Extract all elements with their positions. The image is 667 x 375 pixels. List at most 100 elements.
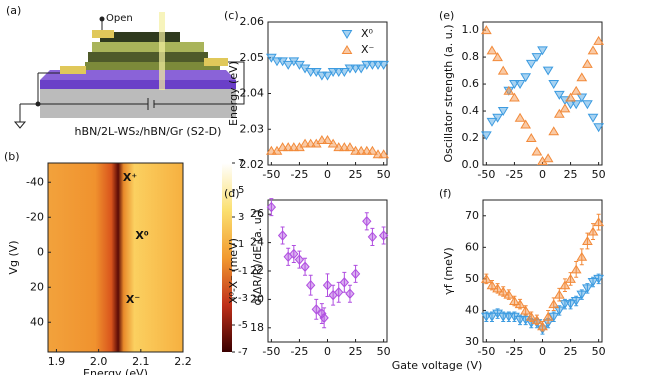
y-axis-label: γf (meV) bbox=[442, 247, 455, 294]
x-tick-label: 0 bbox=[539, 168, 546, 181]
marker bbox=[480, 273, 492, 283]
colorbar-tick-label: 1 bbox=[238, 239, 244, 250]
marker bbox=[531, 314, 543, 324]
y-tick-label: 0.6 bbox=[462, 77, 480, 90]
colorbar-tick-label: -3 bbox=[238, 293, 248, 304]
error-bar bbox=[381, 226, 386, 245]
marker bbox=[525, 133, 537, 143]
panel-label: (b) bbox=[4, 150, 20, 163]
oxide-layer bbox=[40, 80, 236, 89]
marker bbox=[311, 304, 321, 315]
legend-label: X⁰ bbox=[361, 27, 374, 40]
marker bbox=[520, 305, 532, 315]
marker bbox=[525, 59, 537, 69]
marker bbox=[587, 45, 599, 55]
marker bbox=[486, 280, 498, 290]
source-symbol bbox=[13, 98, 155, 129]
error-bar bbox=[585, 232, 590, 250]
panel-label: (f) bbox=[439, 187, 451, 200]
marker bbox=[565, 300, 576, 310]
plot-frame bbox=[47, 162, 184, 353]
panel-label: (a) bbox=[6, 4, 21, 17]
annotation: X⁺ bbox=[123, 171, 137, 184]
colorbar bbox=[222, 163, 232, 352]
marker bbox=[514, 80, 526, 90]
y-tick-label: -40 bbox=[26, 175, 44, 188]
error-bar bbox=[303, 257, 308, 276]
marker bbox=[378, 230, 389, 241]
marker bbox=[305, 279, 316, 291]
legend-marker bbox=[341, 45, 353, 54]
marker bbox=[537, 46, 548, 56]
marker bbox=[531, 146, 543, 156]
marker bbox=[509, 92, 520, 102]
annotation: X⁰ bbox=[135, 229, 148, 242]
marker bbox=[355, 64, 367, 74]
y-tick-label: 0.4 bbox=[462, 104, 480, 117]
oxide-top bbox=[40, 70, 236, 80]
y-tick-label: 0.2 bbox=[462, 131, 480, 144]
x-tick-label: -25 bbox=[505, 168, 523, 181]
marker bbox=[486, 312, 498, 322]
device-diagram: (a) Open hBN/2L-WS₂/hBN/Gr (S2-D) bbox=[6, 4, 245, 138]
error-bar bbox=[269, 198, 274, 217]
marker bbox=[559, 103, 571, 113]
marker bbox=[322, 279, 333, 291]
y-tick-label: 50 bbox=[465, 272, 479, 285]
colorbar-tick-label: -7 bbox=[238, 347, 248, 358]
y-tick-label: 40 bbox=[465, 303, 479, 316]
x-tick-label: 2.0 bbox=[90, 355, 108, 368]
marker bbox=[542, 153, 554, 163]
y-tick-label: 2.06 bbox=[240, 15, 265, 28]
error-bar bbox=[322, 307, 327, 329]
marker bbox=[492, 113, 503, 123]
y-tick-label: 2.02 bbox=[240, 158, 265, 171]
marker bbox=[587, 226, 599, 236]
marker bbox=[334, 287, 344, 298]
x-tick-label: -50 bbox=[262, 168, 280, 181]
marker bbox=[367, 145, 378, 155]
marker bbox=[378, 60, 390, 70]
marker bbox=[322, 135, 333, 144]
x-tick-label: 50 bbox=[377, 345, 391, 358]
y-tick-label: 2.04 bbox=[240, 87, 265, 100]
marker bbox=[537, 321, 548, 331]
marker bbox=[576, 72, 588, 82]
x-tick-label: -50 bbox=[477, 168, 495, 181]
marker bbox=[514, 299, 526, 309]
marker bbox=[492, 283, 503, 293]
y-axis-label: X⁰-X⁻ (meV) bbox=[227, 238, 240, 304]
marker bbox=[514, 112, 526, 122]
marker bbox=[509, 312, 520, 322]
marker bbox=[282, 60, 294, 70]
y-tick-label: 24 bbox=[250, 236, 264, 249]
marker bbox=[542, 66, 554, 76]
marker bbox=[587, 113, 599, 123]
marker bbox=[492, 52, 503, 62]
marker bbox=[525, 311, 537, 321]
marker bbox=[582, 58, 593, 68]
marker bbox=[565, 273, 576, 283]
marker bbox=[593, 274, 605, 284]
x-tick-label: -50 bbox=[477, 345, 495, 358]
marker bbox=[322, 71, 333, 81]
marker bbox=[542, 311, 554, 321]
y-tick-label: 26 bbox=[250, 207, 264, 220]
y-tick-label: 70 bbox=[465, 209, 479, 222]
marker bbox=[553, 90, 565, 100]
error-bar bbox=[364, 212, 369, 231]
marker bbox=[362, 216, 372, 227]
marker bbox=[492, 309, 503, 319]
y-tick-label: 20 bbox=[250, 292, 264, 305]
marker bbox=[503, 289, 515, 299]
panel-label: (e) bbox=[439, 9, 454, 22]
y-tick-label: 60 bbox=[465, 240, 479, 253]
marker bbox=[531, 53, 543, 63]
x-tick-label: 50 bbox=[592, 345, 606, 358]
y-tick-label: 0.8 bbox=[462, 50, 480, 63]
marker bbox=[367, 231, 378, 243]
marker bbox=[378, 149, 390, 159]
marker bbox=[570, 85, 582, 95]
y-axis-label: Vg (V) bbox=[7, 240, 20, 274]
x-tick-label: 0 bbox=[539, 345, 546, 358]
